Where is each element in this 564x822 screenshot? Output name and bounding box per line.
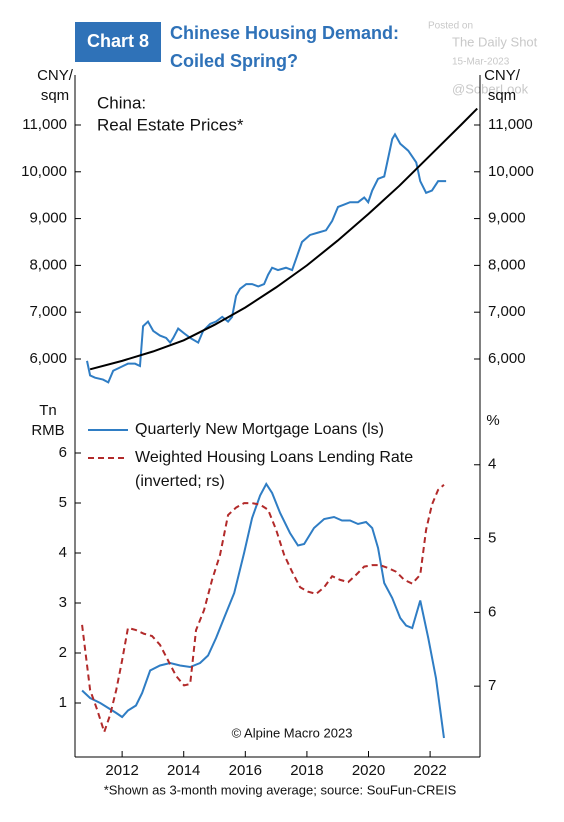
- y2-tick-label: 4: [488, 456, 496, 473]
- legend-label: Weighted Housing Loans Lending Rate: [135, 449, 413, 466]
- chart-label-box: [75, 22, 161, 62]
- y-tick-label: 6: [59, 444, 67, 461]
- x-tick-label: 2012: [105, 762, 138, 779]
- y-tick-label: 10,000: [21, 163, 67, 180]
- y-tick-label: 3: [59, 594, 67, 611]
- x-tick-label: 2018: [290, 762, 323, 779]
- y2-axis-label: CNY/: [484, 67, 521, 84]
- y2-tick-label: 7,000: [488, 303, 526, 320]
- y-tick-label: 8,000: [29, 256, 67, 273]
- annotation: China:: [97, 93, 146, 112]
- chart-label: Chart 8: [87, 31, 149, 51]
- y-tick-label: 9,000: [29, 210, 67, 227]
- x-tick-label: 2016: [229, 762, 262, 779]
- legend-label: Quarterly New Mortgage Loans (ls): [135, 421, 384, 438]
- y2-tick-label: 6: [488, 603, 496, 620]
- y2-tick-label: 10,000: [488, 163, 534, 180]
- y-tick-label: 1: [59, 694, 67, 711]
- legend-label: (inverted; rs): [135, 473, 225, 490]
- watermark: Posted on: [428, 21, 473, 32]
- x-tick-label: 2022: [413, 762, 446, 779]
- y-tick-label: 4: [59, 544, 67, 561]
- series-line: [86, 132, 447, 384]
- y-tick-label: 6,000: [29, 350, 67, 367]
- y2-tick-label: 9,000: [488, 210, 526, 227]
- y2-axis-label: %: [486, 412, 499, 429]
- annotation: Real Estate Prices*: [97, 115, 244, 134]
- y2-axis-label: sqm: [488, 87, 516, 104]
- y-tick-label: 11,000: [22, 116, 67, 133]
- watermark: The Daily Shot: [452, 34, 538, 49]
- y-tick-label: 5: [59, 494, 67, 511]
- x-tick-label: 2020: [352, 762, 385, 779]
- y-axis-label: RMB: [31, 422, 64, 439]
- y2-tick-label: 6,000: [488, 350, 526, 367]
- series-line: [81, 482, 445, 739]
- series-line: [89, 107, 478, 371]
- series-line: [81, 483, 445, 736]
- y-axis-label: CNY/: [37, 67, 74, 84]
- watermark: 15-Mar-2023: [452, 57, 510, 68]
- y2-tick-label: 8,000: [488, 256, 526, 273]
- footnote: *Shown as 3-month moving average; source…: [104, 782, 457, 797]
- x-tick-label: 2014: [167, 762, 200, 779]
- y2-tick-label: 11,000: [488, 116, 533, 133]
- y-tick-label: 7,000: [29, 303, 67, 320]
- copyright: © Alpine Macro 2023: [232, 725, 353, 740]
- y2-tick-label: 5: [488, 530, 496, 547]
- y-axis-label: Tn: [39, 402, 57, 419]
- chart-title: Coiled Spring?: [170, 51, 298, 71]
- y2-tick-label: 7: [488, 677, 496, 694]
- y-axis-label: sqm: [41, 87, 69, 104]
- y-tick-label: 2: [59, 644, 67, 661]
- watermark: @SoberLook: [452, 81, 529, 96]
- chart-title: Chinese Housing Demand:: [170, 23, 399, 43]
